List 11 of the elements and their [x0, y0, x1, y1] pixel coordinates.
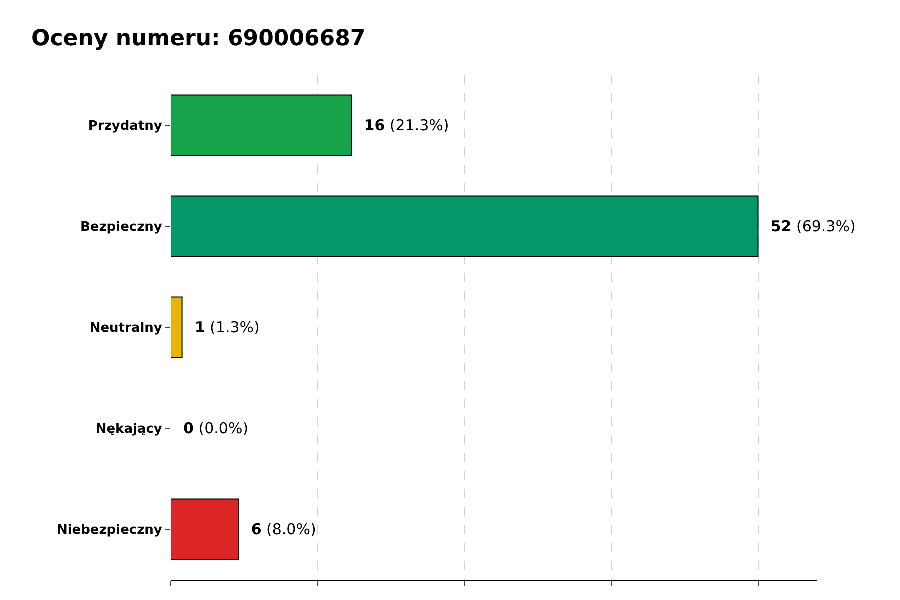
data-label: 1 (1.3%) [185, 318, 260, 336]
data-label: 0 (0.0%) [174, 420, 249, 438]
y-tick-label: Przydatny [88, 119, 163, 134]
y-tick-label: Bezpieczny [80, 220, 163, 236]
chart-title: Oceny numeru: 690006687 [32, 26, 366, 52]
y-tick-label: Nękający [96, 422, 163, 438]
y-tick-label: Neutralny [90, 321, 163, 336]
data-label: 16 (21.3%) [354, 116, 450, 134]
data-label: 6 (8.0%) [242, 520, 316, 538]
data-label: 52 (69.3%) [761, 218, 856, 236]
y-tick-label: Niebezpieczny [56, 523, 163, 538]
